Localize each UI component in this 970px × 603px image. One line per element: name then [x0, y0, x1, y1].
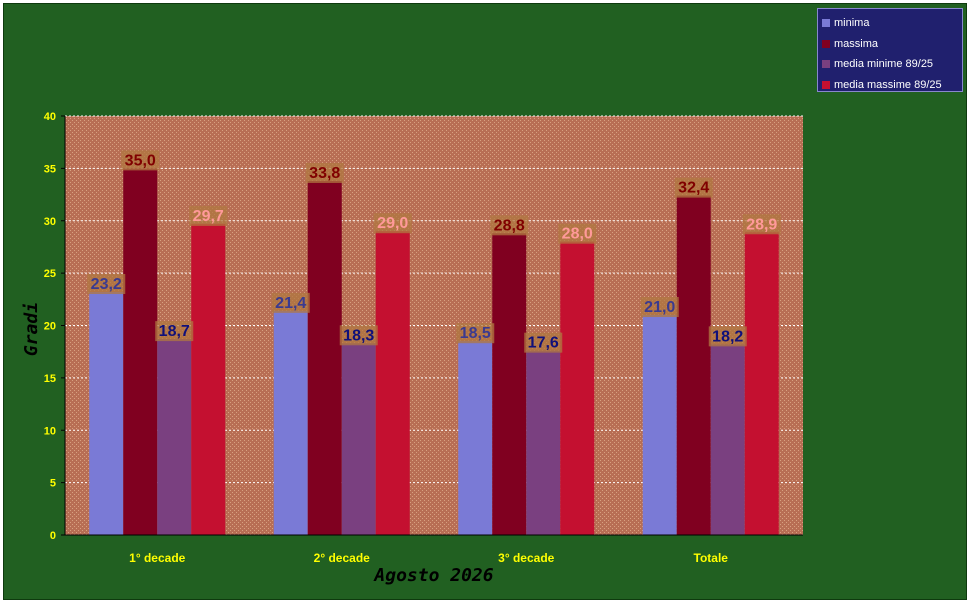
- legend-swatch-minima: [822, 19, 830, 28]
- data-label-box: [742, 214, 781, 235]
- legend-item-media-minime: media minime 89/25: [822, 54, 962, 75]
- data-label: 28,0: [562, 226, 593, 243]
- data-label: 28,8: [494, 217, 525, 234]
- data-label: 18,7: [159, 323, 190, 340]
- y-tick-label: 35: [44, 163, 56, 175]
- data-label-box: [121, 150, 160, 171]
- x-axis-title: Agosto 2026: [373, 565, 493, 586]
- bar-massima: [676, 195, 711, 536]
- data-label-box: [674, 177, 713, 198]
- y-tick-label: 15: [44, 373, 56, 385]
- data-label: 18,3: [343, 327, 374, 344]
- data-label-box: [155, 321, 194, 342]
- legend-item-massima: massima: [822, 34, 962, 55]
- bar-massima: [492, 233, 527, 535]
- bar-media-minime-89-25: [341, 343, 376, 535]
- gridlines: [65, 115, 803, 484]
- bar-minima: [642, 315, 677, 535]
- chart-frame: 23,2 35,0 18,7 29,7 21,4 33,8 18,3 29,0 18,5 28,8…: [3, 3, 967, 600]
- data-label-box: [305, 162, 344, 183]
- bar-media-massime-89-25: [375, 231, 410, 535]
- y-tick-label: 20: [44, 321, 56, 333]
- data-label-box: [271, 292, 310, 313]
- data-label: 32,4: [678, 180, 709, 197]
- x-tick-label: 1° decade: [129, 551, 185, 565]
- y-tick-label: 30: [44, 216, 56, 228]
- data-label-box: [456, 323, 495, 344]
- data-labels: 23,2 35,0 18,7 29,7 21,4 33,8 18,3 29,0 18,5 28,8…: [87, 150, 781, 353]
- bar-minima: [458, 341, 493, 535]
- data-label: 21,0: [644, 299, 675, 316]
- bar-media-minime-89-25: [710, 344, 745, 535]
- legend-label-minima: minima: [834, 17, 870, 30]
- x-axis-ticks: 1° decade 2° decade 3° decade Totale: [129, 551, 728, 565]
- bar-media-minime-89-25: [526, 350, 561, 535]
- data-label: 29,7: [193, 208, 224, 225]
- data-label: 33,8: [309, 165, 340, 182]
- legend-swatch-media-massime: [822, 80, 830, 89]
- y-tick-label: 40: [44, 111, 56, 123]
- bar-media-massime-89-25: [560, 241, 595, 535]
- bar-minima: [273, 310, 308, 535]
- legend-label-media-massime: media massime 89/25: [834, 78, 942, 91]
- data-label-box: [87, 273, 126, 294]
- legend-label-massima: massima: [834, 37, 879, 50]
- y-tick-label: 0: [50, 530, 56, 542]
- data-label-box: [339, 325, 378, 346]
- y-tick-label: 5: [50, 478, 56, 490]
- legend-item-minima: minima: [822, 13, 962, 34]
- data-label: 17,6: [528, 335, 559, 352]
- y-tick-label: 25: [44, 268, 56, 280]
- data-label-box: [189, 205, 228, 226]
- data-label: 28,9: [746, 216, 777, 233]
- x-tick-label: 2° decade: [314, 551, 370, 565]
- legend-swatch-massima: [822, 39, 830, 48]
- legend-label-media-minime: media minime 89/25: [834, 58, 934, 71]
- bar-media-massime-89-25: [744, 232, 779, 535]
- x-tick-label: Totale: [694, 551, 729, 565]
- data-label-box: [373, 213, 412, 234]
- bars: [89, 168, 779, 536]
- data-label: 18,5: [460, 325, 491, 342]
- data-label-box: [640, 297, 679, 318]
- data-label-box: [524, 332, 563, 353]
- y-axis-title: Gradi: [21, 302, 42, 356]
- data-label-box: [708, 326, 747, 347]
- legend-item-media-massime: media massime 89/25: [822, 75, 962, 96]
- data-label: 23,2: [91, 276, 122, 293]
- bar-minima: [89, 291, 124, 535]
- bar-media-massime-89-25: [191, 223, 226, 535]
- data-label-box: [558, 223, 597, 244]
- data-label-box: [490, 215, 529, 236]
- legend-swatch-media-minime: [822, 60, 830, 69]
- data-label: 29,0: [377, 215, 408, 232]
- data-label: 18,2: [712, 328, 743, 345]
- data-label: 21,4: [275, 295, 306, 312]
- chart-svg: 23,2 35,0 18,7 29,7 21,4 33,8 18,3 29,0 18,5 28,8…: [21, 111, 803, 586]
- data-label: 35,0: [125, 152, 156, 169]
- legend: minima massima media minime 89/25 media …: [817, 8, 963, 92]
- bar-massima: [307, 180, 342, 535]
- y-axis-ticks: 0 5 10 15 20 25 30 35 40: [44, 111, 65, 542]
- bar-media-minime-89-25: [157, 339, 192, 535]
- bar-massima: [123, 168, 158, 535]
- y-tick-label: 10: [44, 425, 56, 437]
- x-tick-label: 3° decade: [498, 551, 554, 565]
